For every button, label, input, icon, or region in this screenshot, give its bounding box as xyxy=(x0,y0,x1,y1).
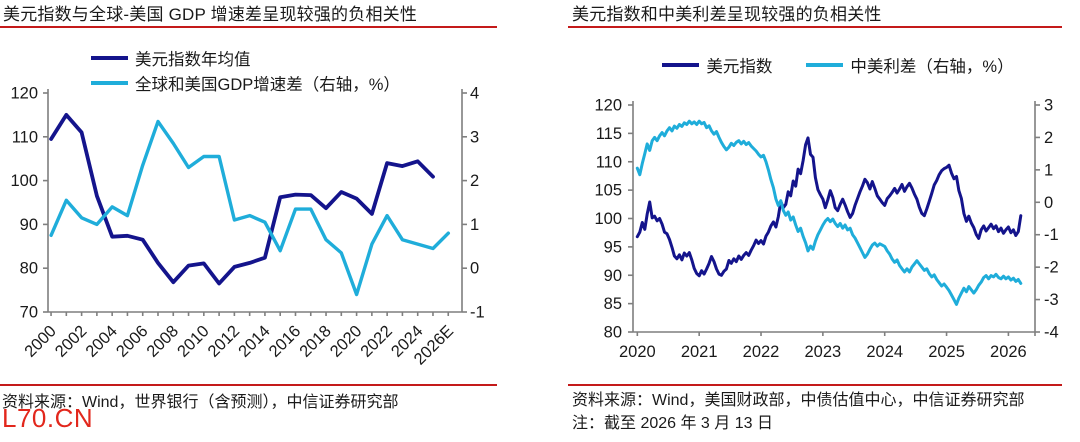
svg-text:3: 3 xyxy=(1044,97,1053,115)
svg-text:-1: -1 xyxy=(1044,226,1059,244)
svg-text:90: 90 xyxy=(20,216,38,234)
source-text: 资料来源：Wind，世界银行（含预测），中信证券研究部 xyxy=(2,394,399,411)
figure-title: 美元指数与全球-美国 GDP 增速差呈现较强的负相关性 xyxy=(3,5,418,24)
navy-line-swatch xyxy=(662,63,700,67)
svg-text:-1: -1 xyxy=(470,304,485,322)
source-rule xyxy=(0,384,497,386)
source-text: 资料来源：Wind，美国财政部，中债估值中心，中信证券研究部 xyxy=(572,392,1025,409)
svg-text:2021: 2021 xyxy=(681,343,718,361)
svg-text:2022: 2022 xyxy=(743,343,780,361)
legend-item: 中美利差（右轴，%） xyxy=(806,53,1014,77)
series-line xyxy=(49,112,435,286)
svg-text:120: 120 xyxy=(594,97,622,115)
svg-text:1: 1 xyxy=(1044,161,1053,179)
svg-text:2020: 2020 xyxy=(327,322,366,361)
navy-line-swatch xyxy=(91,56,128,60)
legend-label: 美元指数年均值 xyxy=(135,51,251,69)
svg-text:-2: -2 xyxy=(1044,259,1059,277)
svg-text:4: 4 xyxy=(470,85,479,103)
legend-label: 美元指数 xyxy=(706,58,773,76)
legend-item: 美元指数 xyxy=(662,53,772,77)
svg-text:2010: 2010 xyxy=(174,322,213,361)
svg-text:80: 80 xyxy=(604,324,622,342)
legend: 美元指数年均值 全球和美国GDP增速差（右轴，%） xyxy=(91,46,400,95)
svg-text:2024: 2024 xyxy=(866,343,903,361)
figure-title: 美元指数和中美利差呈现较强的负相关性 xyxy=(572,5,882,24)
svg-text:0: 0 xyxy=(470,260,479,278)
usd-rate-spread-chart: 120 115 110 105 100 95 90 85 80 3 2 1 0 -1 -2 -3 -4 2020 2… xyxy=(594,97,1058,362)
legend-label: 中美利差（右轴，%） xyxy=(850,58,1014,76)
svg-text:-4: -4 xyxy=(1044,324,1059,342)
axes xyxy=(628,101,1040,336)
svg-text:2000: 2000 xyxy=(21,322,60,361)
svg-text:110: 110 xyxy=(12,128,38,146)
svg-text:-3: -3 xyxy=(1044,291,1059,309)
watermark: L70.CN xyxy=(2,403,94,433)
svg-text:2020: 2020 xyxy=(619,343,656,361)
usd-gdp-gap-chart: 12011010090807043210-1200020022004200620… xyxy=(10,85,484,369)
svg-text:0: 0 xyxy=(1044,194,1053,212)
svg-text:2026: 2026 xyxy=(990,343,1027,361)
svg-text:115: 115 xyxy=(596,125,622,143)
svg-text:95: 95 xyxy=(604,238,622,256)
svg-text:2004: 2004 xyxy=(82,322,121,361)
series-line xyxy=(635,136,1023,278)
svg-text:85: 85 xyxy=(604,295,622,313)
legend-item: 全球和美国GDP增速差（右轴，%） xyxy=(91,71,400,95)
svg-text:3: 3 xyxy=(470,128,479,146)
svg-text:110: 110 xyxy=(596,153,622,171)
svg-text:2018: 2018 xyxy=(296,322,335,361)
svg-text:120: 120 xyxy=(10,85,38,103)
svg-text:100: 100 xyxy=(594,210,622,228)
svg-text:2016: 2016 xyxy=(266,322,305,361)
axis-labels: 12011010090807043210-1200020022004200620… xyxy=(10,85,484,369)
axes xyxy=(43,89,467,316)
svg-text:2: 2 xyxy=(470,172,479,190)
svg-text:1: 1 xyxy=(470,216,479,234)
svg-text:80: 80 xyxy=(20,260,38,278)
svg-text:2: 2 xyxy=(1044,129,1053,147)
svg-text:2012: 2012 xyxy=(205,322,244,361)
svg-text:70: 70 xyxy=(20,304,38,322)
title-rule xyxy=(568,26,1062,28)
note-text: 注：截至 2026 年 3 月 13 日 xyxy=(572,415,773,432)
cyan-line-swatch xyxy=(806,63,844,67)
svg-text:2008: 2008 xyxy=(143,322,182,361)
series-line xyxy=(635,119,1023,306)
svg-text:2006: 2006 xyxy=(113,322,152,361)
legend: 美元指数 中美利差（右轴，%） xyxy=(633,53,1043,77)
source-rule xyxy=(568,384,1062,386)
svg-text:90: 90 xyxy=(604,267,622,285)
svg-text:105: 105 xyxy=(594,182,622,200)
series-line xyxy=(49,119,450,297)
legend-item: 美元指数年均值 xyxy=(91,46,400,70)
svg-text:2025: 2025 xyxy=(928,343,965,361)
svg-text:2023: 2023 xyxy=(805,343,842,361)
svg-text:2022: 2022 xyxy=(357,322,396,361)
axis-labels: 120 115 110 105 100 95 90 85 80 3 2 1 0 -1 -2 -3 -4 2020 2… xyxy=(594,97,1058,362)
figure-usd-vs-rate-spread: 美元指数和中美利差呈现较强的负相关性 美元指数 中美利差（右轴，%） 120 11… xyxy=(540,0,1080,442)
cyan-line-swatch xyxy=(91,81,128,85)
title-rule xyxy=(0,26,497,28)
svg-text:2002: 2002 xyxy=(52,322,91,361)
legend-label: 全球和美国GDP增速差（右轴，%） xyxy=(135,76,400,94)
svg-text:100: 100 xyxy=(10,172,38,190)
svg-text:2014: 2014 xyxy=(235,322,274,361)
figure-usd-vs-gdp-gap: 美元指数与全球-美国 GDP 增速差呈现较强的负相关性 美元指数年均值 全球和美… xyxy=(0,5,497,433)
